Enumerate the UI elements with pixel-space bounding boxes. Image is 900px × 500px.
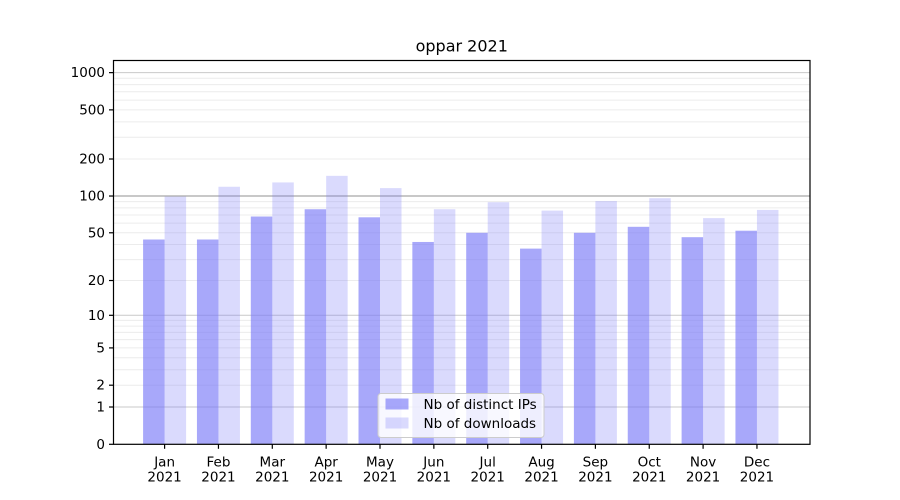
x-tick-label-year: 2021 xyxy=(255,469,289,485)
x-tick-label-year: 2021 xyxy=(578,469,612,485)
y-tick-label: 500 xyxy=(79,102,105,118)
x-tick-label-month: Jul xyxy=(479,454,496,470)
bar-nb-of-downloads-jan xyxy=(164,196,187,445)
legend: Nb of distinct IPs Nb of downloads xyxy=(377,393,545,438)
legend-label: Nb of downloads xyxy=(424,416,537,432)
x-tick-label-year: 2021 xyxy=(147,469,181,485)
x-tick-label-month: Mar xyxy=(260,454,286,470)
x-tick-label-year: 2021 xyxy=(740,469,774,485)
chart-title: oppar 2021 xyxy=(416,37,508,56)
bar-nb-of-distinct-ips-feb xyxy=(196,239,219,445)
x-tick-label-year: 2021 xyxy=(201,469,235,485)
bar-nb-of-downloads-dec xyxy=(756,209,779,445)
bar-nb-of-downloads-sep xyxy=(595,201,617,445)
x-tick-label-month: Jun xyxy=(422,454,444,470)
bar-nb-of-downloads-mar xyxy=(272,182,294,445)
x-tick-label-month: Sep xyxy=(583,454,608,470)
bar-nb-of-downloads-jun xyxy=(433,209,456,445)
y-tick-label: 1 xyxy=(96,400,105,416)
x-tick-label-year: 2021 xyxy=(309,469,343,485)
x-tick-label-year: 2021 xyxy=(417,469,451,485)
x-axis-ticks: Jan2021Feb2021Mar2021Apr2021May2021Jun20… xyxy=(147,444,774,485)
x-tick-label-year: 2021 xyxy=(363,469,397,485)
bar-nb-of-distinct-ips-may xyxy=(358,217,380,445)
x-tick-label-month: Feb xyxy=(206,454,230,470)
bar-nb-of-distinct-ips-jan xyxy=(143,239,165,445)
y-tick-label: 5 xyxy=(96,340,105,356)
bar-nb-of-downloads-may xyxy=(380,188,402,445)
bar-nb-of-downloads-nov xyxy=(703,218,725,445)
x-tick-label-month: Oct xyxy=(638,454,661,470)
y-tick-label: 10 xyxy=(88,308,105,324)
legend-swatch xyxy=(385,417,409,429)
x-tick-label-month: Dec xyxy=(744,454,770,470)
bar-nb-of-distinct-ips-sep xyxy=(573,232,596,445)
bar-nb-of-downloads-jul xyxy=(487,202,510,445)
y-tick-label: 1000 xyxy=(71,65,105,81)
bar-nb-of-distinct-ips-mar xyxy=(250,216,273,445)
bar-nb-of-distinct-ips-jul xyxy=(466,232,488,445)
y-tick-label: 20 xyxy=(88,273,105,289)
y-tick-label: 200 xyxy=(79,152,105,168)
y-axis-ticks: 0 1 2 5 10 20 50 100 200 500 1000 xyxy=(71,65,114,453)
x-tick-label-year: 2021 xyxy=(471,469,505,485)
legend-label: Nb of distinct IPs xyxy=(424,397,537,413)
bar-nb-of-distinct-ips-nov xyxy=(681,237,704,445)
bar-nb-of-distinct-ips-apr xyxy=(304,209,327,445)
x-tick-label-month: May xyxy=(366,454,394,470)
x-tick-label-year: 2021 xyxy=(686,469,720,485)
plot-border xyxy=(112,59,811,445)
axes xyxy=(112,59,811,445)
y-tick-label: 0 xyxy=(96,437,105,453)
bar-nb-of-downloads-aug xyxy=(541,210,564,445)
bar-nb-of-distinct-ips-dec xyxy=(735,230,757,445)
legend-box xyxy=(377,393,545,438)
bar-nb-of-downloads-apr xyxy=(326,175,348,445)
bar-nb-of-downloads-feb xyxy=(218,186,240,445)
x-tick-label-year: 2021 xyxy=(524,469,558,485)
y-tick-label: 2 xyxy=(96,378,105,394)
x-tick-label-year: 2021 xyxy=(632,469,666,485)
y-tick-label: 100 xyxy=(79,189,105,205)
x-tick-label-month: Jan xyxy=(153,454,175,470)
x-tick-label-month: Apr xyxy=(314,454,338,470)
bar-nb-of-downloads-oct xyxy=(649,198,671,445)
legend-swatch xyxy=(385,398,409,410)
x-tick-label-month: Nov xyxy=(690,454,716,470)
x-tick-label-month: Aug xyxy=(528,454,554,470)
bar-nb-of-distinct-ips-oct xyxy=(627,226,650,445)
y-tick-label: 50 xyxy=(88,225,105,241)
